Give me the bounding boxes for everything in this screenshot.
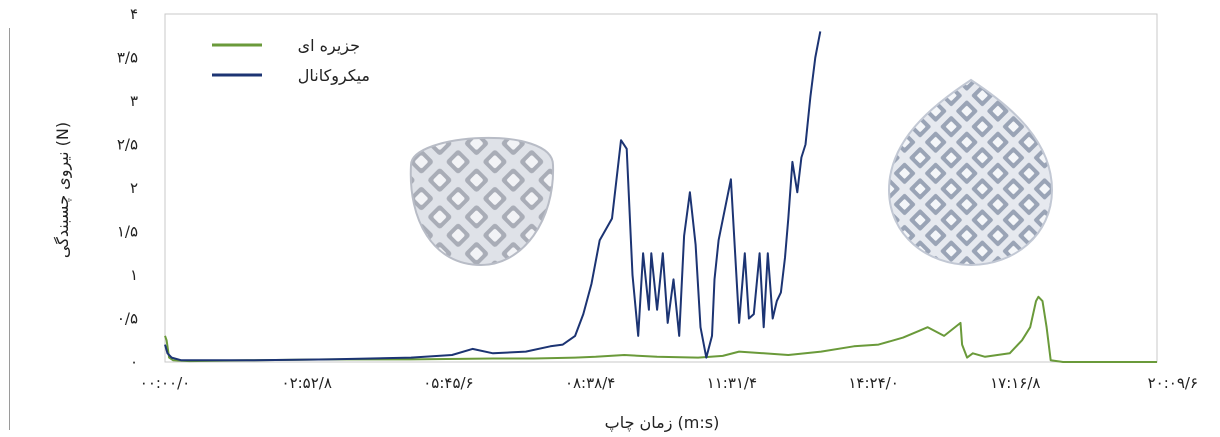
y-tick-label: ۳/۵	[117, 49, 138, 67]
legend-label-island: جزیره ای	[298, 36, 360, 56]
plot-area-frame	[164, 13, 1158, 363]
legend-label-microchannel: میکروکانال	[298, 66, 370, 86]
x-tick-label: ۱۷:۱۶/۸	[990, 374, 1040, 392]
left-rule	[9, 28, 10, 430]
y-axis-ticks: ۰ ۰/۵ ۱ ۱/۵ ۲ ۲/۵ ۳ ۳/۵ ۴	[117, 5, 138, 371]
y-tick-label: ۲	[130, 179, 138, 197]
x-tick-label: ۱۴:۲۴/۰	[848, 374, 898, 392]
y-tick-label: ۰	[130, 353, 138, 371]
y-tick-label: ۴	[130, 5, 138, 23]
x-tick-label: ۰۸:۳۸/۴	[565, 374, 615, 392]
spherical-lattice-image	[409, 136, 555, 267]
series-line-island	[164, 295, 1157, 363]
legend: جزیره ای میکروکانال	[212, 36, 370, 86]
x-axis-ticks: ۰۰:۰۰/۰ ۰۲:۵۲/۸ ۰۵:۴۵/۶ ۰۸:۳۸/۴ ۱۱:۳۱/۴ ۱۴:۲۴…	[140, 374, 1198, 392]
x-tick-label: ۰۵:۴۵/۶	[423, 374, 473, 392]
y-tick-label: ۲/۵	[117, 136, 138, 154]
ovoid-lattice-image	[887, 78, 1054, 267]
x-tick-label: ۱۱:۳۱/۴	[707, 374, 757, 392]
x-tick-label: ۰۲:۵۲/۸	[282, 374, 332, 392]
x-tick-label: ۰۰:۰۰/۰	[140, 374, 190, 392]
x-tick-label: ۲۰:۰۹/۶	[1148, 374, 1198, 392]
y-tick-label: ۰/۵	[117, 310, 138, 328]
y-tick-label: ۱	[130, 266, 138, 284]
x-axis-title: زمان چاپ (m:s)	[605, 413, 720, 433]
y-tick-label: ۱/۵	[117, 223, 138, 241]
series-line-microchannel	[164, 31, 822, 362]
y-tick-label: ۳	[130, 92, 138, 110]
y-axis-title: نیروی چسبندگی (N)	[53, 122, 73, 258]
